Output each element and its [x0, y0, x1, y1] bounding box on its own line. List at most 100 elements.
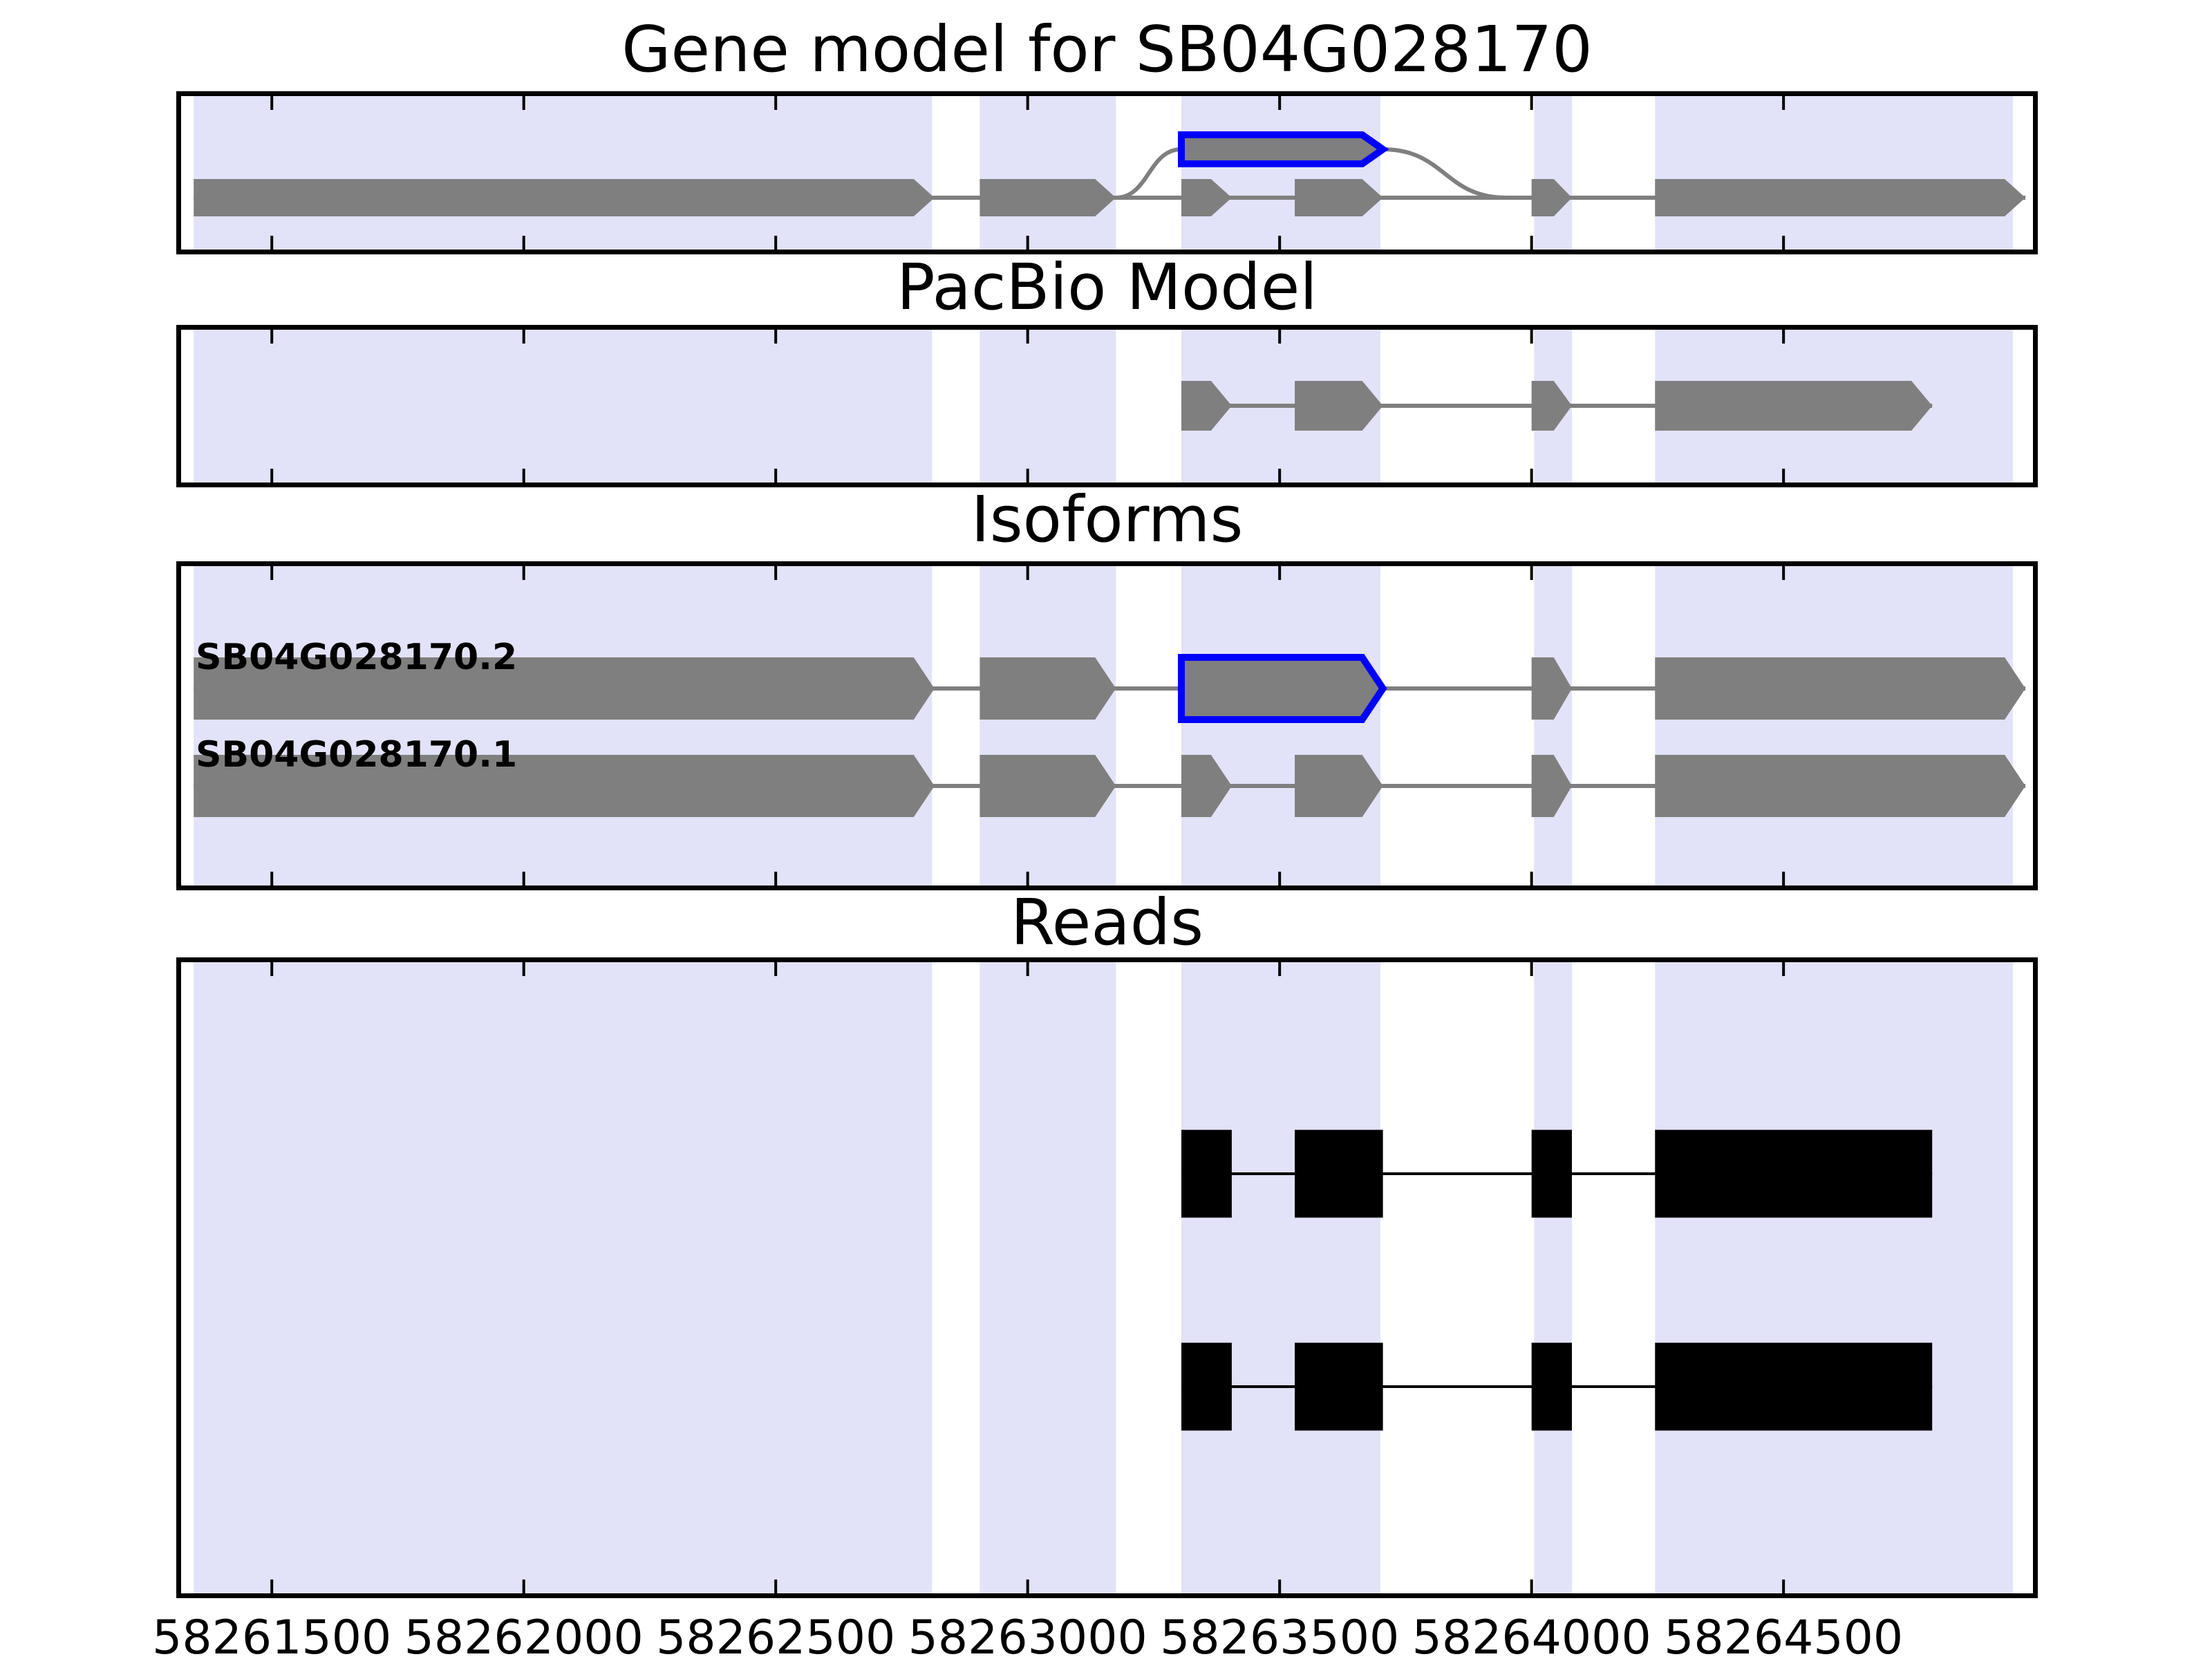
axis-tick	[1026, 566, 1029, 580]
exon-region-band	[194, 96, 932, 250]
exon-shape	[1531, 381, 1572, 431]
axis-tick	[522, 469, 525, 482]
exon-shape	[980, 179, 1116, 216]
highlighted-exon-shape	[1178, 131, 1389, 167]
exon-region-band	[1181, 962, 1380, 1593]
axis-tick	[522, 1580, 525, 1593]
axis-tick	[270, 469, 274, 482]
exon-region-band	[194, 330, 932, 482]
axis-tick	[522, 236, 525, 250]
axis-tick	[1530, 236, 1533, 250]
axis-tick	[1530, 469, 1533, 482]
axis-tick	[1026, 1580, 1029, 1593]
axis-tick	[522, 872, 525, 885]
axis-tick	[774, 872, 778, 885]
x-axis-label: 58264000	[1412, 1611, 1651, 1659]
exon-region-band	[980, 330, 1116, 482]
reads-title: Reads	[1010, 885, 1204, 959]
x-axis-label: 58262000	[404, 1611, 644, 1659]
axis-tick	[1278, 330, 1282, 344]
axis-tick	[522, 330, 525, 344]
exon-region-band	[1181, 566, 1380, 885]
axis-tick	[1278, 1580, 1282, 1593]
exon-shape	[1181, 179, 1232, 216]
isoforms-title: Isoforms	[971, 482, 1244, 556]
exon-region-band	[1534, 566, 1572, 885]
exon-shape	[1295, 179, 1383, 216]
exon-shape	[194, 755, 935, 817]
exon-region-band	[194, 566, 932, 885]
axis-tick	[774, 469, 778, 482]
splice-arc	[1382, 147, 1507, 200]
axis-tick	[1782, 330, 1785, 344]
exon-region-band	[980, 566, 1116, 885]
isoforms-canvas	[194, 566, 2026, 885]
axis-tick	[1782, 872, 1785, 885]
exon-region-band	[1655, 96, 2013, 250]
x-axis-label: 58263000	[908, 1611, 1147, 1659]
axis-tick	[1782, 469, 1785, 482]
axis-tick	[1026, 330, 1029, 344]
axis-tick	[270, 1580, 274, 1593]
axis-tick	[1530, 96, 1533, 110]
panel-reads	[176, 957, 2038, 1598]
axis-tick	[1278, 962, 1282, 976]
axis-tick	[774, 330, 778, 344]
read-block	[1295, 1130, 1383, 1218]
exon-region-band	[1534, 962, 1572, 1593]
axis-tick	[1782, 566, 1785, 580]
panel-pacbio-model	[176, 325, 2038, 487]
axis-tick	[270, 330, 274, 344]
exon-shape	[194, 657, 935, 720]
exon-shape	[1655, 657, 2026, 720]
read-block	[1655, 1130, 1933, 1218]
exon-region-band	[1534, 96, 1572, 250]
axis-tick	[774, 962, 778, 976]
exon-shape	[980, 657, 1116, 720]
axis-tick	[1278, 872, 1282, 885]
axis-tick	[270, 96, 274, 110]
gene-model-title: Gene model for SB04G028170	[621, 12, 1593, 86]
x-axis-label: 58264500	[1664, 1611, 1904, 1659]
reads-canvas	[194, 962, 2013, 1593]
axis-tick	[774, 96, 778, 110]
read-block	[1181, 1342, 1232, 1431]
x-axis-label: 58261500	[152, 1611, 392, 1659]
pacbio-title: PacBio Model	[897, 250, 1318, 324]
axis-tick	[1278, 96, 1282, 110]
x-axis-label: 58262500	[656, 1611, 896, 1659]
pacbio-canvas	[194, 330, 2013, 482]
axis-tick	[270, 236, 274, 250]
isoform-label: SB04G028170.2	[196, 637, 518, 678]
axis-tick	[1278, 236, 1282, 250]
read-block	[1531, 1130, 1572, 1218]
axis-tick	[522, 962, 525, 976]
axis-tick	[1782, 962, 1785, 976]
exon-region-band	[1655, 566, 2013, 885]
axis-tick	[1782, 96, 1785, 110]
axis-tick	[1026, 469, 1029, 482]
exon-shape	[980, 755, 1116, 817]
isoform-label: SB04G028170.1	[196, 734, 518, 776]
axis-tick	[1026, 872, 1029, 885]
axis-tick	[1026, 96, 1029, 110]
axis-tick	[1530, 566, 1533, 580]
panel-isoforms: SB04G028170.2 SB04G028170.1	[176, 561, 2038, 890]
axis-tick	[270, 566, 274, 580]
gene-model-canvas	[194, 96, 2026, 250]
exon-shape	[1655, 381, 1933, 431]
exon-region-band	[1181, 96, 1380, 250]
axis-tick	[522, 566, 525, 580]
axis-tick	[1278, 469, 1282, 482]
exon-shape	[1531, 657, 1572, 720]
exon-shape	[1655, 755, 2026, 817]
exon-shape	[1181, 381, 1232, 431]
axis-tick	[1530, 962, 1533, 976]
read-block	[1655, 1342, 1933, 1431]
highlighted-exon-shape	[1178, 654, 1387, 723]
read-block	[1531, 1342, 1572, 1431]
exon-shape	[1181, 755, 1232, 817]
axis-tick	[1530, 1580, 1533, 1593]
exon-shape	[1531, 179, 1572, 216]
